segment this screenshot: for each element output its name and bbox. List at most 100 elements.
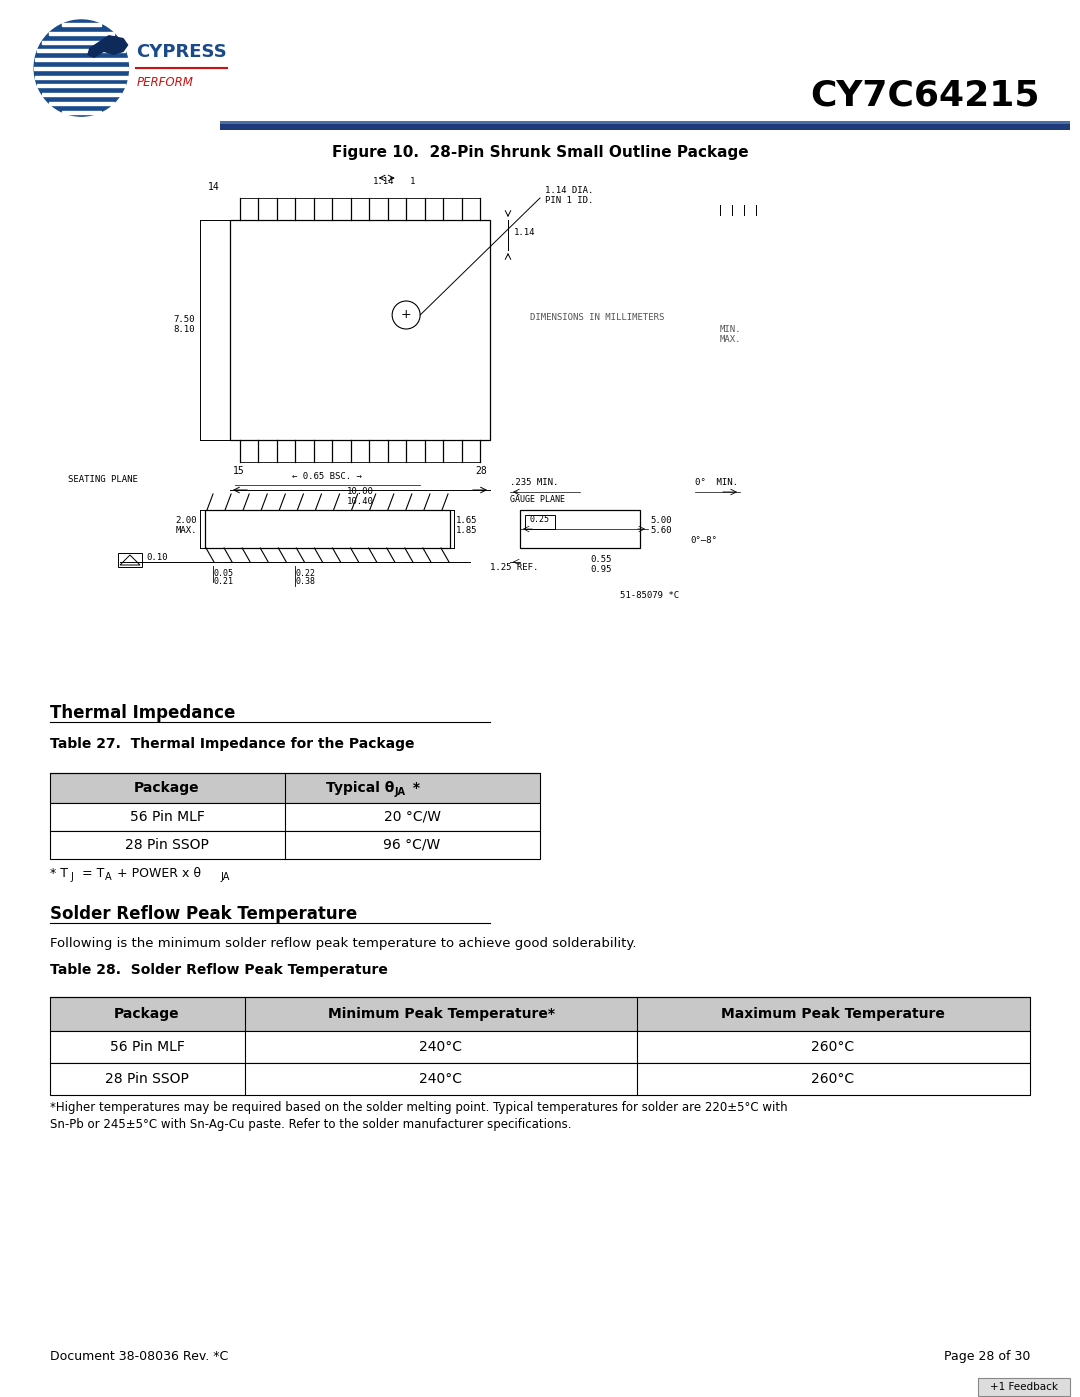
Bar — [49, 102, 113, 105]
Text: 10.00: 10.00 — [347, 488, 374, 496]
Text: Solder Reflow Peak Temperature: Solder Reflow Peak Temperature — [50, 905, 357, 923]
Bar — [118, 553, 141, 567]
Text: 14: 14 — [208, 182, 220, 191]
Bar — [38, 49, 125, 52]
Text: 0°–8°: 0°–8° — [690, 536, 717, 545]
Bar — [50, 773, 540, 803]
Circle shape — [35, 20, 129, 116]
Text: 28 Pin SSOP: 28 Pin SSOP — [125, 838, 208, 852]
Text: PERFORM: PERFORM — [136, 75, 193, 88]
Text: Following is the minimum solder reflow peak temperature to achieve good solderab: Following is the minimum solder reflow p… — [50, 937, 636, 950]
Text: Package: Package — [134, 781, 200, 795]
Text: CY7C64215: CY7C64215 — [810, 78, 1040, 112]
Text: 5.00: 5.00 — [650, 515, 672, 525]
Text: 1.65: 1.65 — [456, 515, 477, 525]
Text: Figure 10.  28-Pin Shrunk Small Outline Package: Figure 10. 28-Pin Shrunk Small Outline P… — [332, 144, 748, 159]
Text: 1.25 REF.: 1.25 REF. — [490, 563, 538, 571]
Text: + POWER x θ: + POWER x θ — [113, 868, 201, 880]
Text: J: J — [70, 872, 72, 882]
Bar — [220, 122, 1070, 124]
Text: 1.85: 1.85 — [456, 527, 477, 535]
Text: Document 38-08036 Rev. *C: Document 38-08036 Rev. *C — [50, 1350, 228, 1363]
Text: 1.14: 1.14 — [514, 228, 536, 237]
Text: 96 °C/W: 96 °C/W — [383, 838, 441, 852]
Text: JA: JA — [395, 787, 406, 798]
Text: MAX.: MAX. — [720, 335, 742, 344]
Text: 0.55: 0.55 — [590, 555, 611, 564]
Text: Maximum Peak Temperature: Maximum Peak Temperature — [721, 1007, 945, 1021]
Text: 0.10: 0.10 — [146, 553, 167, 562]
Bar — [205, 510, 450, 548]
Text: * T: * T — [50, 868, 68, 880]
Bar — [38, 84, 125, 88]
Text: 0.22: 0.22 — [295, 569, 315, 578]
Text: Thermal Impedance: Thermal Impedance — [50, 704, 235, 722]
Bar — [35, 67, 129, 70]
Text: +: + — [401, 309, 411, 321]
Bar — [230, 219, 490, 440]
Bar — [62, 24, 100, 27]
Text: *Higher temperatures may be required based on the solder melting point. Typical : *Higher temperatures may be required bas… — [50, 1101, 787, 1113]
Text: GAUGE PLANE: GAUGE PLANE — [510, 495, 565, 504]
Text: 0.95: 0.95 — [590, 564, 611, 574]
Text: ← 0.65 BSC. →: ← 0.65 BSC. → — [292, 472, 362, 481]
Bar — [519, 510, 640, 548]
Text: CYPRESS: CYPRESS — [136, 43, 227, 61]
Text: 240°C: 240°C — [419, 1071, 462, 1085]
Bar — [49, 32, 113, 35]
Text: Page 28 of 30: Page 28 of 30 — [944, 1350, 1030, 1363]
Text: A: A — [105, 872, 111, 882]
Text: 5.60: 5.60 — [650, 527, 672, 535]
Text: DIMENSIONS IN MILLIMETERS: DIMENSIONS IN MILLIMETERS — [530, 313, 664, 321]
Text: 260°C: 260°C — [811, 1071, 854, 1085]
Text: 8.10: 8.10 — [174, 326, 195, 334]
Text: *: * — [408, 781, 420, 795]
Text: 15: 15 — [233, 467, 245, 476]
Bar — [978, 1377, 1070, 1396]
Text: 2.00: 2.00 — [175, 515, 197, 525]
Text: 240°C: 240°C — [419, 1039, 462, 1053]
Text: 0.25: 0.25 — [530, 515, 550, 524]
Bar — [35, 59, 127, 61]
Text: 56 Pin MLF: 56 Pin MLF — [130, 810, 204, 824]
Text: 0.38: 0.38 — [295, 577, 315, 585]
Text: 10.40: 10.40 — [347, 497, 374, 506]
Bar — [62, 110, 100, 113]
Bar — [220, 124, 1070, 130]
Text: PIN 1 ID.: PIN 1 ID. — [545, 196, 593, 205]
Bar — [50, 997, 1030, 1031]
Text: 7.50: 7.50 — [174, 314, 195, 324]
Text: JA: JA — [220, 872, 229, 882]
Text: 260°C: 260°C — [811, 1039, 854, 1053]
Text: 51-85079 *C: 51-85079 *C — [620, 591, 679, 599]
Text: 1: 1 — [410, 177, 416, 186]
Text: = T: = T — [78, 868, 105, 880]
Text: 28 Pin SSOP: 28 Pin SSOP — [105, 1071, 189, 1085]
Bar — [42, 41, 121, 43]
Bar — [50, 803, 540, 831]
Text: Package: Package — [114, 1007, 179, 1021]
Text: 1.14 DIA.: 1.14 DIA. — [545, 186, 593, 196]
Text: SEATING PLANE: SEATING PLANE — [68, 475, 138, 483]
Polygon shape — [87, 35, 129, 59]
Bar — [50, 1063, 1030, 1095]
Text: 0.05: 0.05 — [213, 569, 233, 578]
Text: Typical θ: Typical θ — [326, 781, 394, 795]
Text: 56 Pin MLF: 56 Pin MLF — [109, 1039, 185, 1053]
Text: Table 27.  Thermal Impedance for the Package: Table 27. Thermal Impedance for the Pack… — [50, 738, 415, 752]
Text: 28: 28 — [475, 467, 487, 476]
Text: Sn-Pb or 245±5°C with Sn-Ag-Cu paste. Refer to the solder manufacturer specifica: Sn-Pb or 245±5°C with Sn-Ag-Cu paste. Re… — [50, 1118, 571, 1132]
Text: 0°  MIN.: 0° MIN. — [696, 478, 738, 488]
Bar — [50, 1031, 1030, 1063]
Text: MAX.: MAX. — [175, 527, 197, 535]
Text: MIN.: MIN. — [720, 326, 742, 334]
Bar — [525, 515, 555, 529]
Text: 1.14: 1.14 — [373, 177, 394, 186]
Text: .235 MIN.: .235 MIN. — [510, 478, 558, 488]
Text: Table 28.  Solder Reflow Peak Temperature: Table 28. Solder Reflow Peak Temperature — [50, 963, 388, 977]
Text: 0.21: 0.21 — [213, 577, 233, 585]
Bar — [35, 75, 127, 78]
Text: Minimum Peak Temperature*: Minimum Peak Temperature* — [327, 1007, 554, 1021]
Bar — [50, 831, 540, 859]
Text: +1 Feedback: +1 Feedback — [990, 1382, 1058, 1391]
